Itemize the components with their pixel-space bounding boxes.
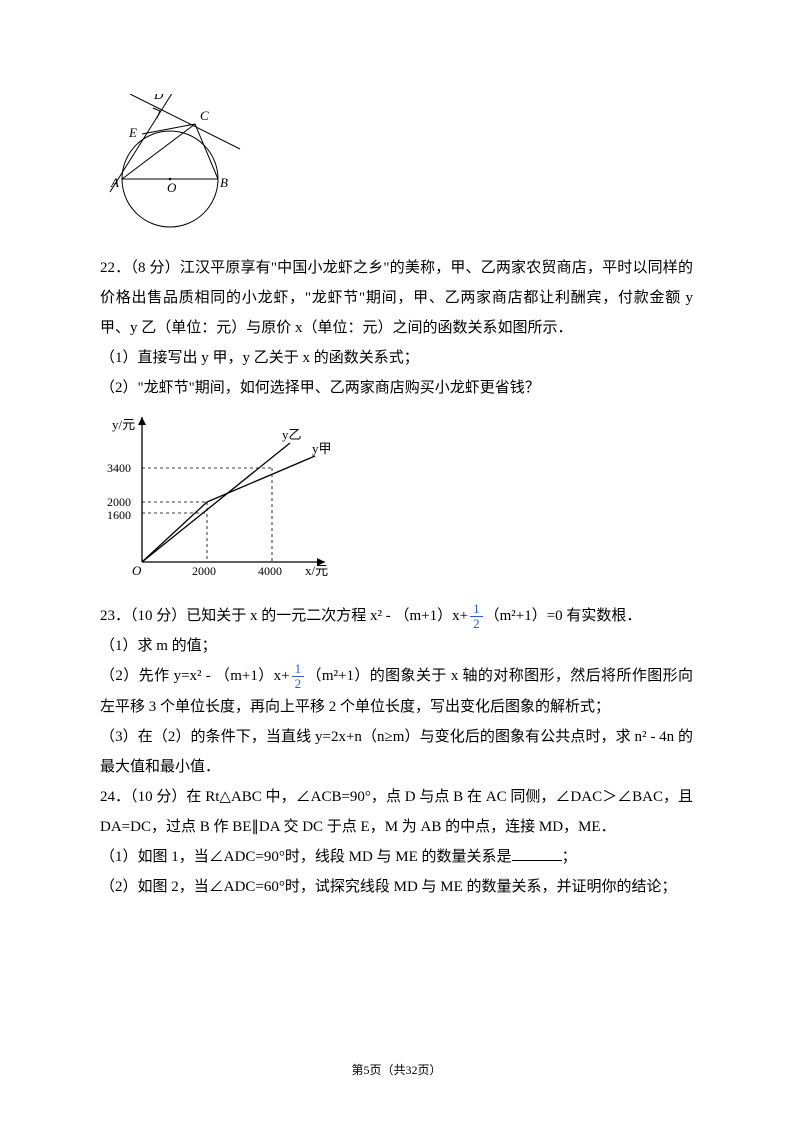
label-b: B	[220, 175, 228, 190]
q22-sub1: （1）直接写出 y 甲，y 乙关于 x 的函数关系式；	[100, 343, 693, 373]
q23-sub1: （1）求 m 的值；	[100, 631, 693, 661]
q24-sub2: （2）如图 2，当∠ADC=60°时，试探究线段 MD 与 ME 的数量关系，并…	[100, 872, 693, 902]
footer-suffix: 页）	[418, 1063, 442, 1077]
q24-intro: 24．（10 分）在 Rt△ABC 中，∠ACB=90°，点 D 与点 B 在 …	[100, 782, 693, 842]
footer-prefix: 第	[351, 1063, 363, 1077]
line-y-jia: y甲	[312, 441, 332, 456]
q23-sub3: （3）在（2）的条件下，当直线 y=2x+n（n≥m）与变化后的图象有公共点时，…	[100, 722, 693, 782]
q22-intro: 22．（8 分）江汉平原享有"中国小龙虾之乡"的美称，甲、乙两家农贸商店，平时以…	[100, 253, 693, 343]
q24-sub1: （1）如图 1，当∠ADC=90°时，线段 MD 与 ME 的数量关系是 ；	[100, 842, 693, 872]
answer-blank	[512, 845, 562, 861]
q23-intro-a: 23．（10 分）已知关于 x 的一元二次方程 x² ‑ （m+1）x+	[100, 608, 468, 624]
footer-total: 32	[406, 1063, 418, 1077]
y-axis-label: y/元	[112, 417, 135, 432]
xtick-2000: 2000	[192, 564, 216, 578]
q24-sub1-b: ；	[562, 849, 577, 865]
ytick-1600: 1600	[107, 508, 131, 522]
q22-graph: y/元 x/元 3400 2000 1600 2000 4000 O y乙 y甲	[100, 407, 693, 593]
label-a: A	[110, 175, 119, 190]
q22-sub2: （2）"龙虾节"期间，如何选择甲、乙两家商店购买小龙虾更省钱？	[100, 373, 693, 403]
label-d: D	[153, 94, 164, 102]
fraction-half: 12	[470, 602, 483, 632]
x-axis-label: x/元	[305, 563, 328, 578]
circle-diagram: D C E A B O	[100, 94, 693, 245]
page-footer: 第5页（共32页）	[0, 1061, 793, 1078]
line-y-yi: y乙	[282, 427, 302, 442]
q23-sub2-a: （2）先作 y=x² ‑ （m+1）x+	[100, 668, 290, 684]
xtick-4000: 4000	[258, 564, 282, 578]
q23-intro-b: （m²+1）=0 有实数根．	[485, 608, 642, 624]
label-o: O	[167, 180, 177, 195]
label-c: C	[200, 108, 209, 123]
ytick-2000: 2000	[107, 495, 131, 509]
fraction-half: 12	[292, 662, 305, 692]
label-e: E	[128, 125, 137, 140]
footer-mid: 页（共	[369, 1063, 405, 1077]
q23-sub2: （2）先作 y=x² ‑ （m+1）x+12（m²+1）的图象关于 x 轴的对称…	[100, 661, 693, 721]
q23-intro: 23．（10 分）已知关于 x 的一元二次方程 x² ‑ （m+1）x+12（m…	[100, 601, 693, 631]
ytick-3400: 3400	[107, 461, 131, 475]
origin-label: O	[132, 563, 142, 578]
q24-sub1-a: （1）如图 1，当∠ADC=90°时，线段 MD 与 ME 的数量关系是	[100, 849, 512, 865]
